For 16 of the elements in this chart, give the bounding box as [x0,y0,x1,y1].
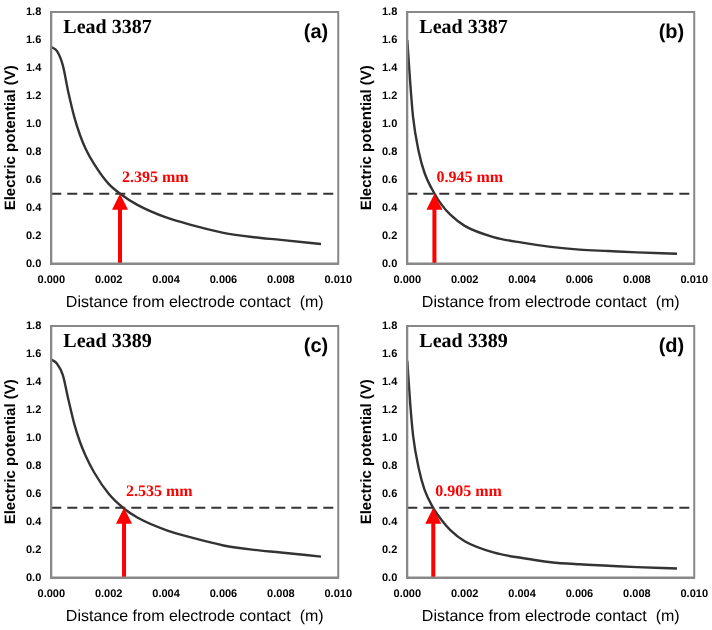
annotation: 2.535 mm [126,481,194,500]
x-axis-title: Distance from electrode contact (m) [421,292,681,311]
chart-title: Lead 3387 [63,17,152,40]
chart-title: Lead 3389 [419,331,508,354]
chart-title: Lead 3389 [63,331,152,354]
annotation: 2.395 mm [122,167,190,186]
annotation: 0.905 mm [435,481,503,500]
x-axis-title: Distance from electrode contact (m) [421,606,681,625]
text: (b) [658,21,685,44]
x-axis-title: Distance from electrode contact (m) [65,292,325,311]
text: (c) [303,335,329,358]
annotation: 0.945 mm [436,167,504,186]
text: (a) [303,21,329,44]
chart-title: Lead 3387 [419,17,508,40]
x-axis-title: Distance from electrode contact (m) [65,606,325,625]
text: (d) [658,335,685,358]
